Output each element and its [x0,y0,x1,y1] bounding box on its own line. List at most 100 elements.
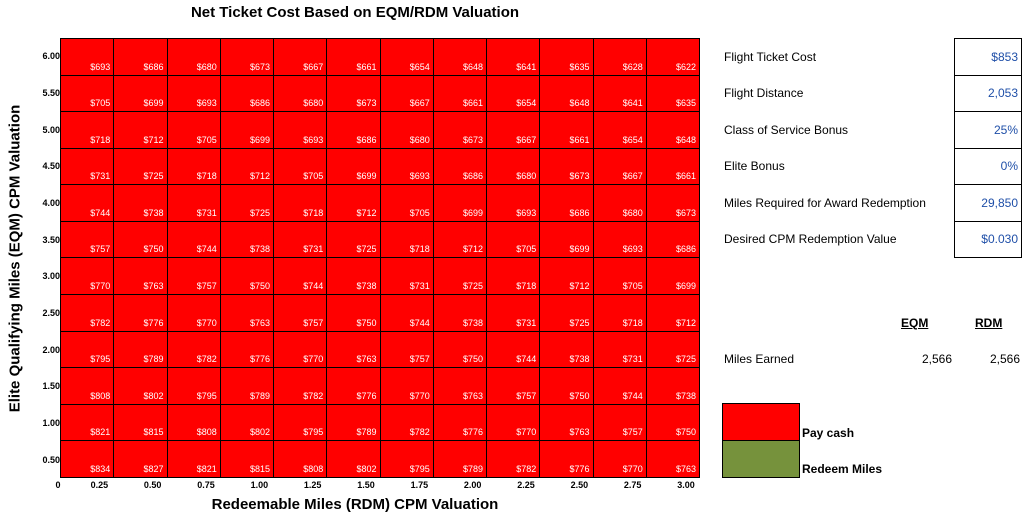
y-tick-label: 5.00 [42,124,60,135]
y-axis-label-wrap: Elite Qualifying Miles (EQM) CPM Valuati… [2,38,28,478]
heatmap-cell: $686 [113,38,168,76]
parameter-value[interactable]: 25% [953,111,1023,149]
parameter-value[interactable]: 2,053 [953,74,1023,112]
rdm-header: RDM [975,316,1003,330]
heatmap-cell: $731 [485,294,541,332]
heatmap-cell: $738 [432,294,488,332]
heatmap-cell: $705 [485,220,541,259]
heatmap-cell: $628 [592,38,647,76]
y-tick-label: 4.50 [42,161,60,172]
heatmap-cell: $705 [166,111,221,149]
heatmap-cell: $776 [326,367,381,405]
heatmap-cell: $789 [326,403,381,442]
heatmap-cell: $795 [59,330,115,369]
heatmap-cell: $648 [645,111,701,149]
heatmap-cell: $763 [539,403,594,442]
heatmap-cell: $661 [539,111,594,149]
heatmap-row: $693 $686 $680 $673 $667 $661 $654 $648 $641 $635… [59,38,701,76]
heatmap-cell: $699 [539,220,594,259]
x-tick-label: 0.75 [197,480,215,490]
heatmap-cell: $738 [113,184,168,222]
heatmap-cell: $718 [59,111,115,149]
parameter-row: Class of Service Bonus 25% [720,111,1023,149]
heatmap-cell: $789 [432,440,488,478]
heatmap-cell: $718 [592,294,647,332]
chart-title: Net Ticket Cost Based on EQM/RDM Valuati… [190,4,520,21]
x-tick-label: 0.50 [143,480,162,490]
parameter-label: Elite Bonus [724,159,785,174]
heatmap-cell: $712 [539,257,594,296]
heatmap-cell: $661 [432,74,488,113]
heatmap-cell: $680 [485,147,541,186]
heatmap-cell: $782 [59,294,115,332]
legend-swatch-pay-cash [722,403,800,441]
heatmap-cell: $782 [379,403,434,442]
heatmap-cell: $744 [59,184,115,222]
x-tick-label: 1.00 [250,480,269,490]
heatmap-cell: $776 [219,330,275,369]
heatmap-cell: $738 [219,220,275,259]
heatmap-row: $705 $699 $693 $686 $680 $673 $667 $661 $654 $648… [59,74,701,113]
heatmap-cell: $776 [432,403,488,442]
parameter-value[interactable]: $853 [953,38,1023,76]
heatmap-row: $718 $712 $705 $699 $693 $686 $680 $673 $667 $661… [59,111,701,149]
heatmap-row: $744 $738 $731 $725 $718 $712 $705 $699 $693 $686… [59,184,701,222]
heatmap-cell: $673 [539,147,594,186]
parameter-label: Flight Distance [724,86,804,101]
heatmap-cell: $673 [326,74,381,113]
heatmap-cell: $821 [59,403,115,442]
heatmap-cell: $667 [485,111,541,149]
heatmap-cell: $802 [113,367,168,405]
heatmap-cell: $757 [379,330,434,369]
heatmap-cell: $654 [592,111,647,149]
parameter-row: Miles Required for Award Redemption 29,85… [720,184,1023,222]
parameters-table: Flight Ticket Cost $853 Flight Distance 2,0… [720,38,1023,258]
parameter-value[interactable]: $0.030 [953,220,1023,258]
heatmap-cell: $808 [272,440,328,478]
heatmap-cell: $712 [326,184,381,222]
heatmap-cell: $699 [113,74,168,113]
heatmap-row: $821 $815 $808 $802 $795 $789 $782 $776 $770 $763… [59,403,701,442]
heatmap-cell: $718 [272,184,328,222]
heatmap-cell: $718 [485,257,541,296]
heatmap-cell: $699 [219,111,275,149]
heatmap-cell: $776 [113,294,168,332]
legend-swatch-redeem-miles [722,440,800,478]
heatmap-cell: $641 [485,38,541,76]
heatmap-cell: $699 [645,257,701,296]
heatmap-cell: $834 [59,440,115,478]
heatmap-cell: $738 [539,330,594,369]
heatmap-cell: $750 [645,403,701,442]
heatmap-cell: $770 [166,294,221,332]
eqm-header: EQM [901,316,929,330]
heatmap-cell: $635 [645,74,701,113]
heatmap-cell: $750 [326,294,381,332]
heatmap-cell: $693 [59,38,115,76]
heatmap-row: $808 $802 $795 $789 $782 $776 $770 $763 $757 $750… [59,367,701,405]
y-tick-label: 0.50 [42,454,60,465]
parameter-value[interactable]: 0% [953,147,1023,185]
y-tick-label: 1.50 [42,381,60,392]
heatmap-cell: $712 [219,147,275,186]
parameter-row: Flight Ticket Cost $853 [720,38,1023,76]
heatmap-cell: $750 [219,257,275,296]
heatmap-cell: $744 [166,220,221,259]
heatmap-cell: $686 [539,184,594,222]
heatmap-cell: $802 [219,403,275,442]
heatmap-cell: $731 [59,147,115,186]
heatmap-cell: $705 [59,74,115,113]
heatmap-cell: $744 [592,367,647,405]
heatmap-cell: $744 [272,257,328,296]
heatmap-cell: $738 [645,367,701,405]
heatmap-cell: $731 [166,184,221,222]
heatmap-cell: $686 [219,74,275,113]
heatmap-cell: $750 [432,330,488,369]
heatmap-cell: $789 [113,330,168,369]
parameter-value[interactable]: 29,850 [953,184,1023,222]
parameter-row: Desired CPM Redemption Value $0.030 [720,220,1023,258]
heatmap-cell: $795 [379,440,434,478]
heatmap-cell: $705 [272,147,328,186]
heatmap-cell: $815 [219,440,275,478]
heatmap-cell: $731 [592,330,647,369]
heatmap-cell: $648 [539,74,594,113]
